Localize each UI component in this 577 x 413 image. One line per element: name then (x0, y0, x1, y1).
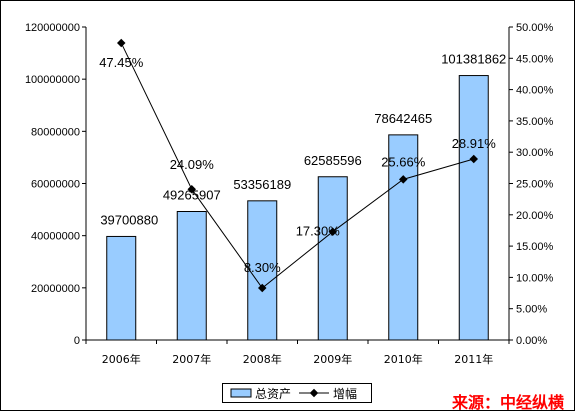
line-marker (117, 38, 126, 48)
bar-data-label: 78642465 (374, 111, 432, 126)
bar (247, 200, 278, 341)
x-tick-label: 2007年 (172, 352, 211, 366)
legend: 总资产 增幅 (222, 383, 372, 403)
y-left-tick-label: 40000000 (31, 231, 80, 243)
y-right-tick-label: 30.00% (516, 147, 554, 159)
line-marker (469, 154, 478, 164)
bar (317, 176, 348, 341)
bar-series (106, 75, 489, 341)
bar (176, 210, 207, 341)
bar (388, 134, 419, 341)
y-left-tick-label: 20000000 (31, 283, 80, 295)
line-marker (258, 283, 267, 293)
line-data-label: 24.09% (170, 157, 215, 172)
x-tick-label: 2010年 (384, 352, 423, 366)
bar-data-label: 53356189 (233, 177, 291, 192)
y-left-tick-label: 120000000 (25, 22, 80, 34)
line-marker (328, 227, 337, 236)
bar (458, 75, 489, 341)
growth-line (120, 42, 474, 289)
bar-data-label: 101381862 (441, 52, 506, 67)
line-data-label: 28.91% (452, 136, 497, 151)
line-marker (187, 184, 196, 194)
line-data-label: 8.30% (244, 260, 281, 275)
bar-data-label: 62585596 (304, 153, 362, 168)
y-right-tick-label: 20.00% (516, 210, 554, 222)
bar (106, 235, 137, 341)
y-right-tick-label: 35.00% (516, 116, 554, 128)
bar-data-label: 39700880 (100, 212, 158, 227)
bar-data-label: 49265907 (163, 187, 221, 202)
x-tick-label: 2011年 (454, 352, 493, 366)
x-tick-label: 2008年 (243, 352, 282, 366)
y-right-tick-label: 15.00% (516, 241, 554, 253)
legend-line-marker (309, 388, 319, 398)
line-data-label: 17.30% (296, 224, 341, 239)
x-tick-label: 2009年 (313, 352, 352, 366)
line-series (117, 38, 478, 293)
legend-bar-swatch (230, 388, 252, 398)
data-labels: 39700880 49265907 53356189 62585596 78642465… (99, 52, 506, 275)
y-right-tick-label: 5.00% (516, 304, 547, 316)
y-right-tick-label: 45.00% (516, 53, 554, 65)
legend-line-label: 增幅 (333, 386, 357, 401)
y-right-tick-label: 25.00% (516, 179, 554, 191)
x-tick-label: 2006年 (102, 352, 141, 366)
source-note: 来源：中经纵横 (452, 395, 565, 412)
y-right-tick-label: 40.00% (516, 85, 554, 97)
y-left-tick-label: 0 (74, 335, 80, 347)
legend-bar-label: 总资产 (255, 387, 291, 401)
y-left-tick-label: 60000000 (31, 179, 80, 191)
y-left-tick-label: 80000000 (31, 126, 80, 138)
y-left-tick-label: 100000000 (25, 74, 80, 86)
line-data-label: 25.66% (381, 154, 426, 169)
line-data-label: 47.45% (99, 55, 144, 70)
y-right-tick-label: 10.00% (516, 272, 554, 284)
axes: 0 20000000 40000000 60000000 80000000 1000000… (25, 22, 554, 366)
y-right-tick-label: 50.00% (516, 22, 554, 34)
y-right-tick-label: 0.00% (516, 335, 547, 347)
line-marker (399, 175, 408, 184)
